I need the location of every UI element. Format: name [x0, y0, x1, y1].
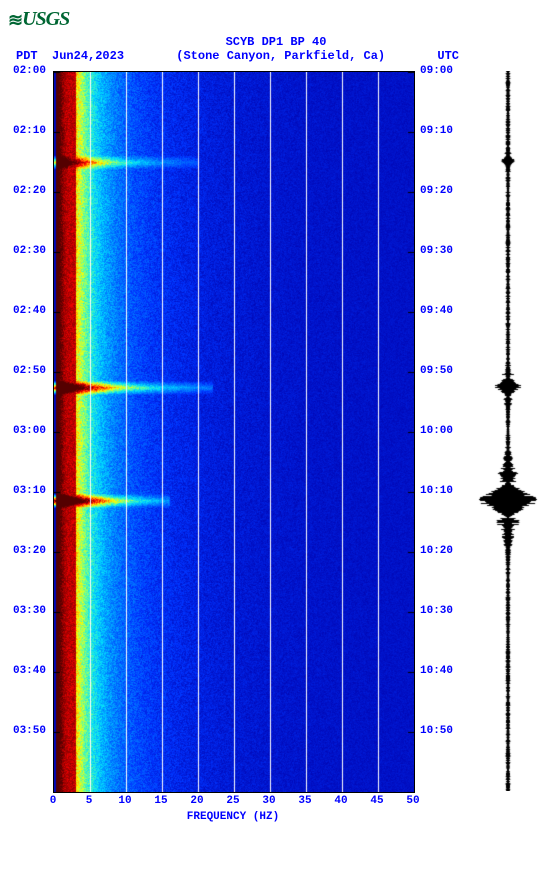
y-left-tick: 02:40 [13, 305, 46, 317]
y-left-tick: 03:40 [13, 665, 46, 677]
y-left-tick: 02:00 [13, 65, 46, 77]
logo-wave-icon: ≋ [8, 10, 22, 31]
y-axis-left: 02:0002:1002:2002:3002:4002:5003:0003:10… [8, 71, 48, 841]
spectrogram-canvas [53, 71, 415, 793]
tz-right: UTC [437, 49, 544, 63]
y-right-tick: 10:30 [420, 605, 453, 617]
y-right-tick: 09:00 [420, 65, 453, 77]
x-tick: 20 [190, 795, 203, 807]
y-left-tick: 03:00 [13, 425, 46, 437]
usgs-logo: ≋USGS [8, 8, 544, 31]
x-tick: 25 [226, 795, 239, 807]
x-tick: 15 [154, 795, 167, 807]
y-right-tick: 10:50 [420, 725, 453, 737]
x-axis: 05101520253035404550 FREQUENCY (HZ) [53, 795, 413, 823]
y-right-tick: 10:40 [420, 665, 453, 677]
meta-row: PDT Jun24,2023 (Stone Canyon, Parkfield,… [8, 49, 544, 63]
x-tick: 5 [86, 795, 93, 807]
x-ticks: 05101520253035404550 [53, 795, 413, 811]
x-tick: 40 [334, 795, 347, 807]
x-tick: 35 [298, 795, 311, 807]
plot-area: 02:0002:1002:2002:3002:4002:5003:0003:10… [8, 71, 544, 841]
x-tick: 30 [262, 795, 275, 807]
y-left-tick: 03:10 [13, 485, 46, 497]
y-left-tick: 02:10 [13, 125, 46, 137]
y-right-tick: 10:20 [420, 545, 453, 557]
y-axis-right: 09:0009:1009:2009:3009:4009:5010:0010:10… [418, 71, 458, 841]
y-right-tick: 09:40 [420, 305, 453, 317]
x-tick: 50 [406, 795, 419, 807]
y-right-tick: 10:00 [420, 425, 453, 437]
x-tick: 10 [118, 795, 131, 807]
y-left-tick: 02:30 [13, 245, 46, 257]
logo-text: USGS [22, 8, 69, 30]
x-axis-title: FREQUENCY (HZ) [53, 811, 413, 823]
y-right-tick: 09:30 [420, 245, 453, 257]
y-left-tick: 03:30 [13, 605, 46, 617]
y-left-tick: 02:50 [13, 365, 46, 377]
y-right-tick: 10:10 [420, 485, 453, 497]
y-left-tick: 02:20 [13, 185, 46, 197]
x-tick: 0 [50, 795, 57, 807]
waveform-canvas [478, 71, 538, 791]
x-tick: 45 [370, 795, 383, 807]
location: (Stone Canyon, Parkfield, Ca) [124, 49, 437, 63]
date: Jun24,2023 [52, 49, 124, 63]
y-right-tick: 09:20 [420, 185, 453, 197]
y-left-tick: 03:20 [13, 545, 46, 557]
y-right-tick: 09:50 [420, 365, 453, 377]
plot-title: SCYB DP1 BP 40 [8, 35, 544, 49]
tz-left: PDT [16, 49, 38, 63]
y-left-tick: 03:50 [13, 725, 46, 737]
y-right-tick: 09:10 [420, 125, 453, 137]
